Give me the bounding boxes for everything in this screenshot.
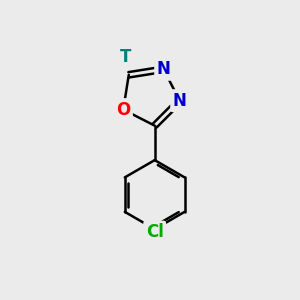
Text: N: N xyxy=(157,60,171,78)
Text: Cl: Cl xyxy=(146,223,164,241)
Text: O: O xyxy=(116,100,130,118)
Text: T: T xyxy=(120,48,131,66)
Text: N: N xyxy=(173,92,187,110)
